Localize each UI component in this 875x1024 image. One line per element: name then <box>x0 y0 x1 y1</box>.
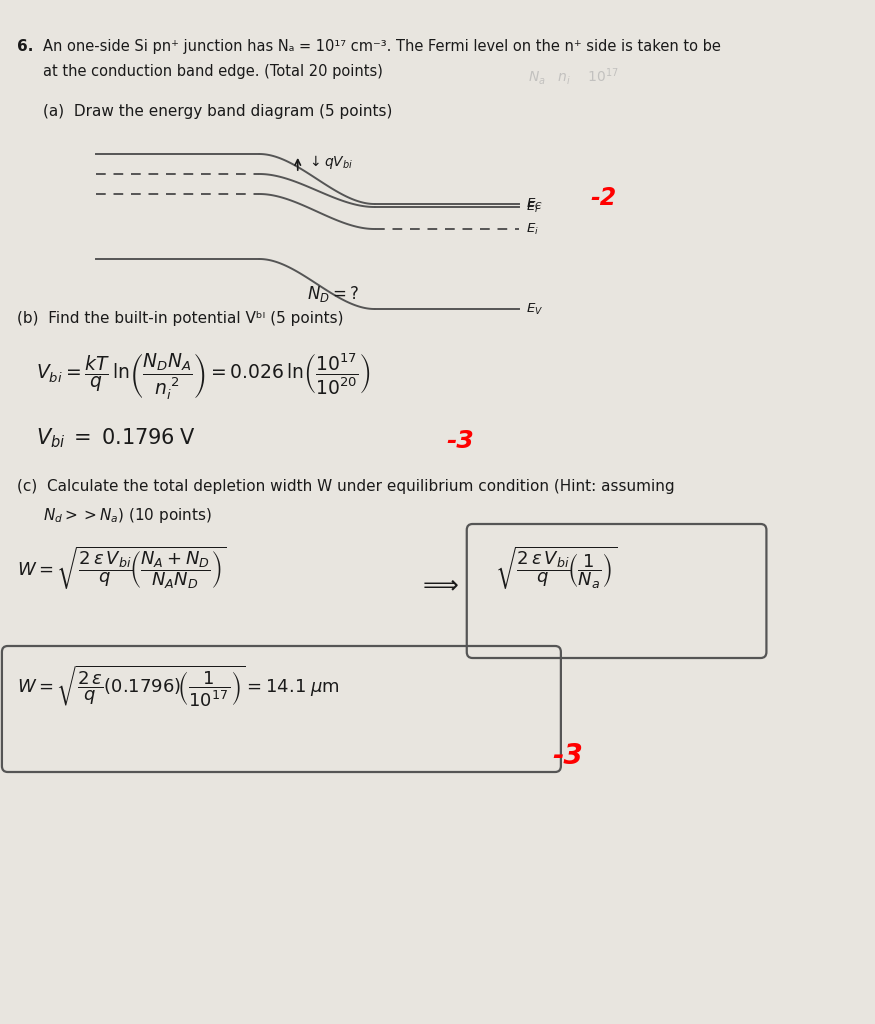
Text: -3: -3 <box>552 742 583 770</box>
Text: $V_{bi}\; =\; 0.1796\;\mathrm{V}$: $V_{bi}\; =\; 0.1796\;\mathrm{V}$ <box>37 426 196 450</box>
Text: $N_d >> N_a$) (10 points): $N_d >> N_a$) (10 points) <box>43 506 212 525</box>
Text: 6.: 6. <box>18 39 33 54</box>
Text: (c)  Calculate the total depletion width W under equilibrium condition (Hint: as: (c) Calculate the total depletion width … <box>18 479 675 494</box>
Text: $E_C$: $E_C$ <box>527 197 543 212</box>
Text: $W = \sqrt{\dfrac{2\,\varepsilon}{q}(0.1796)\!\left(\dfrac{1}{10^{17}}\right)} =: $W = \sqrt{\dfrac{2\,\varepsilon}{q}(0.1… <box>18 664 340 710</box>
Text: at the conduction band edge. (Total 20 points): at the conduction band edge. (Total 20 p… <box>43 63 383 79</box>
Text: (b)  Find the built-in potential Vᵇᴵ (5 points): (b) Find the built-in potential Vᵇᴵ (5 p… <box>18 311 344 326</box>
Text: $\Longrightarrow$: $\Longrightarrow$ <box>417 572 459 596</box>
Text: $V_{bi} = \dfrac{kT}{q}\,\ln\!\left(\dfrac{N_D N_A}{n_i^{\;2}}\right) = 0.026\,\: $V_{bi} = \dfrac{kT}{q}\,\ln\!\left(\dfr… <box>37 352 371 402</box>
Text: $E_V$: $E_V$ <box>527 301 543 316</box>
Text: An one-side Si pn⁺ junction has Nₐ = 10¹⁷ cm⁻³. The Fermi level on the n⁺ side i: An one-side Si pn⁺ junction has Nₐ = 10¹… <box>43 39 721 54</box>
Text: $N_a$   $n_i$    $10^{17}$: $N_a$ $n_i$ $10^{17}$ <box>528 66 620 87</box>
Text: $\sqrt{\dfrac{2\,\varepsilon\, V_{bi}}{q}\!\left(\dfrac{1}{N_a}\right)}$: $\sqrt{\dfrac{2\,\varepsilon\, V_{bi}}{q… <box>494 544 617 591</box>
Text: (a)  Draw the energy band diagram (5 points): (a) Draw the energy band diagram (5 poin… <box>43 104 393 119</box>
Text: $E_F$: $E_F$ <box>527 200 542 215</box>
Text: $\downarrow qV_{bi}$: $\downarrow qV_{bi}$ <box>307 153 354 171</box>
Text: $E_i$: $E_i$ <box>527 221 539 237</box>
Text: -2: -2 <box>591 186 617 210</box>
Text: $W = \sqrt{\dfrac{2\,\varepsilon\, V_{bi}}{q}\!\left(\dfrac{N_A + N_D}{N_A N_D}\: $W = \sqrt{\dfrac{2\,\varepsilon\, V_{bi… <box>18 544 227 591</box>
Text: -3: -3 <box>446 429 474 453</box>
Text: $N_D = ?$: $N_D = ?$ <box>307 284 360 304</box>
